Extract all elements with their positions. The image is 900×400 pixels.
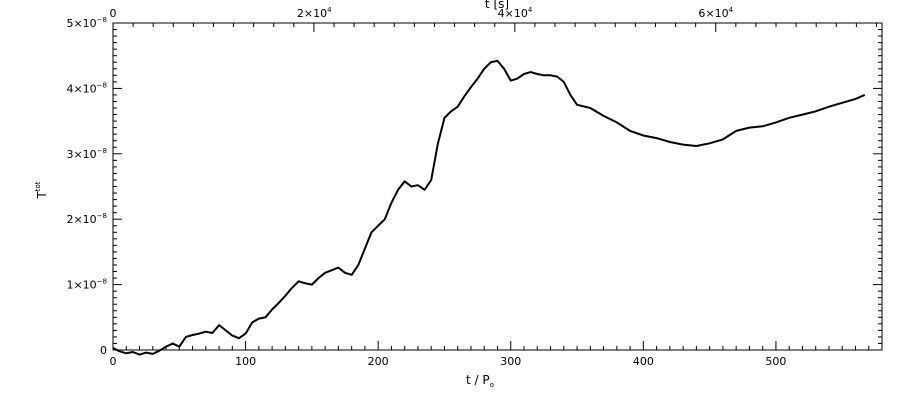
y-tick-label: 1×10−8 (66, 278, 107, 292)
top-tick-label: 6×104 (698, 6, 733, 20)
series-line (112, 59, 866, 356)
y-tick-label: 3×10−8 (66, 147, 107, 161)
top-axis-title: t [s] (485, 0, 509, 11)
y-tick-label: 5×10−8 (66, 16, 107, 30)
top-tick-label: 0 (110, 7, 117, 20)
x-tick-label: 400 (633, 355, 654, 368)
y-axis-title: Ttot (34, 181, 49, 199)
y-tick-label: 2×10−8 (66, 212, 107, 226)
x-tick-label: 500 (765, 355, 786, 368)
x-tick-label: 100 (235, 355, 256, 368)
axis-tick-labels: 0 100 200 300 400 500 0 2×104 4×104 6×104 0 1×10−8 2… (66, 6, 786, 368)
y-tick-label: 4×10−8 (66, 81, 107, 95)
x-tick-label: 0 (110, 355, 117, 368)
plot-frame (112, 22, 883, 351)
x-tick-label: 300 (500, 355, 521, 368)
top-tick-label: 4×104 (498, 6, 533, 20)
axis-ticks (112, 22, 883, 351)
x-tick-label: 200 (368, 355, 389, 368)
top-tick-label: 2×104 (297, 6, 332, 20)
y-tick-label: 0 (100, 344, 107, 357)
x-axis-title: t / Po (466, 373, 494, 389)
